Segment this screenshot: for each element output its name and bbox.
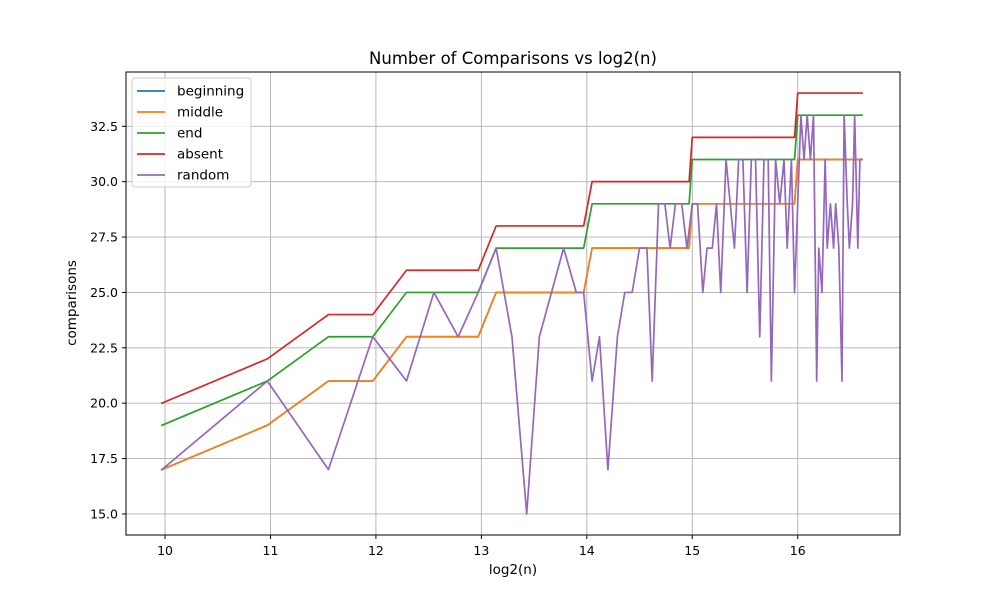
series-line-middle <box>160 158 863 471</box>
y-tick-label: 20.0 <box>90 396 118 411</box>
x-tick-label: 11 <box>263 543 279 558</box>
x-tick-label: 16 <box>790 543 806 558</box>
x-tick-label: 15 <box>684 543 700 558</box>
y-tick-label: 22.5 <box>90 340 118 355</box>
legend-label-absent: absent <box>177 147 223 163</box>
x-axis: 10 11 12 13 14 15 16 <box>157 535 806 558</box>
y-tick-label: 25.0 <box>90 285 118 300</box>
y-tick-label: 32.5 <box>90 119 118 134</box>
series-line-end <box>160 114 863 427</box>
x-tick-label: 10 <box>157 543 173 558</box>
y-tick-label: 15.0 <box>90 506 118 521</box>
y-tick-label: 17.5 <box>90 451 118 466</box>
series-line-random <box>160 114 863 515</box>
series-layer <box>160 92 863 515</box>
legend: beginning middle end absent random <box>131 77 252 188</box>
series-line-absent <box>160 92 863 405</box>
legend-label-random: random <box>177 168 229 184</box>
x-tick-label: 13 <box>473 543 489 558</box>
x-tick-label: 12 <box>368 543 384 558</box>
y-tick-label: 27.5 <box>90 230 118 245</box>
y-tick-label: 30.0 <box>90 174 118 189</box>
y-axis-label: comparisons <box>64 260 80 346</box>
legend-label-middle: middle <box>177 105 223 121</box>
x-axis-label: log2(n) <box>489 562 537 578</box>
legend-box <box>131 77 252 188</box>
legend-label-end: end <box>177 126 202 142</box>
legend-label-beginning: beginning <box>177 84 244 100</box>
y-axis: 15.0 17.5 20.0 22.5 25.0 27.5 30.0 32.5 <box>90 119 126 521</box>
x-tick-label: 14 <box>579 543 595 558</box>
plot-frame <box>125 71 901 536</box>
chart-title: Number of Comparisons vs log2(n) <box>369 49 657 68</box>
